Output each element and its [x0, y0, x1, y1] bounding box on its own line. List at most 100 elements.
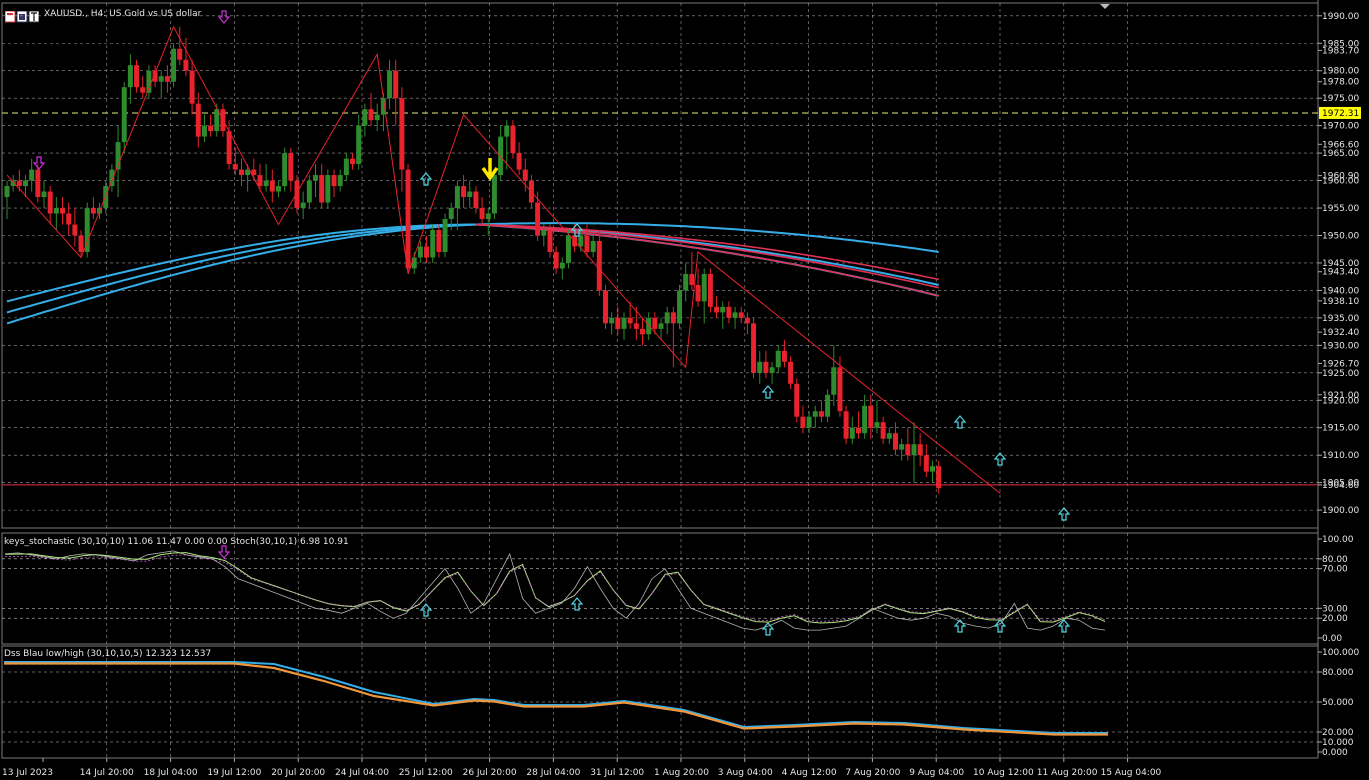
candle-bear — [633, 323, 639, 329]
moving-average-blue — [6, 223, 939, 314]
candle-bull — [313, 175, 318, 181]
stoch-axis-label: 20.00 — [1322, 614, 1348, 624]
candle-bear — [510, 125, 516, 154]
candle-bull — [874, 422, 880, 428]
candle-bull — [454, 186, 460, 209]
moving-average-blue — [6, 222, 939, 325]
dss-axis-label: 0.000 — [1322, 748, 1348, 758]
candle-bear — [751, 323, 757, 373]
price-label: 1965.00 — [1322, 149, 1359, 159]
price-label: 1915.00 — [1322, 424, 1359, 434]
candle-bear — [66, 213, 72, 225]
candle-bull — [343, 158, 349, 176]
candle-bear — [640, 328, 646, 335]
candle-bear — [294, 180, 300, 209]
price-label: 1935.00 — [1322, 314, 1359, 324]
candle-bull — [504, 125, 510, 137]
candle-bear — [35, 169, 41, 198]
time-label: 9 Aug 04:00 — [909, 768, 964, 778]
candle-bear — [602, 290, 608, 324]
candle-bear — [923, 455, 929, 472]
candle-bear — [189, 70, 195, 104]
candle-bear — [479, 208, 485, 220]
candle-bear — [707, 273, 713, 307]
time-label: 26 Jul 20:00 — [463, 768, 517, 778]
price-label: 1960.90 — [1322, 172, 1359, 182]
arrow-down-icon — [217, 545, 231, 559]
price-label: 1930.00 — [1322, 341, 1359, 351]
price-label: 1955.00 — [1322, 204, 1359, 214]
candle-bear — [288, 153, 294, 181]
candle-bull — [158, 76, 164, 82]
stochastic-slow-line — [4, 554, 1106, 622]
candle-bear — [868, 405, 874, 428]
candle-bull — [886, 433, 892, 439]
moving-average-red — [475, 223, 939, 297]
arrow-up-icon — [761, 385, 775, 399]
price-label: 1966.60 — [1322, 140, 1359, 150]
dss-axis-label: 80.000 — [1322, 668, 1354, 678]
candle-bull — [380, 98, 386, 115]
candle-bear — [350, 158, 356, 165]
price-label: 1950.00 — [1322, 231, 1359, 241]
candle-bull — [732, 312, 738, 318]
price-label: 1983.70 — [1322, 46, 1359, 56]
dss-title: Dss Blau low/high (30,10,10,5) 12.323 12… — [4, 649, 212, 659]
price-label: 1910.00 — [1322, 451, 1359, 461]
candle-bull — [701, 273, 707, 302]
candle-bear — [232, 164, 238, 170]
candle-bull — [677, 290, 683, 324]
chart-shift-marker — [1100, 4, 1110, 9]
arrow-up-icon — [993, 452, 1007, 466]
arrow-up-icon — [1057, 507, 1071, 521]
stoch-axis-label: 80.00 — [1322, 555, 1348, 565]
candle-bull — [911, 444, 917, 456]
candle-bull — [831, 367, 837, 395]
current-price-badge — [1319, 106, 1361, 119]
price-label: 1932.40 — [1322, 328, 1359, 338]
candle-bull — [109, 169, 115, 187]
arrow-up-icon — [953, 619, 967, 633]
candle-bull — [374, 114, 380, 121]
candle-bear — [670, 312, 676, 324]
time-label: 19 Jul 12:00 — [207, 768, 261, 778]
candle-bear — [892, 433, 898, 450]
price-label: 1985.00 — [1322, 39, 1359, 49]
time-label: 11 Aug 20:00 — [1037, 768, 1098, 778]
price-label: 1975.00 — [1322, 94, 1359, 104]
candle-bear — [781, 350, 787, 362]
candle-bull — [491, 175, 497, 214]
candle-bull — [121, 87, 127, 143]
candle-bear — [547, 229, 553, 252]
candle-bear — [627, 317, 633, 324]
candle-bull — [387, 70, 393, 99]
candle-bull — [683, 273, 689, 291]
candle-bull — [646, 317, 652, 335]
candle-bull — [41, 191, 47, 198]
candle-bull — [757, 361, 763, 373]
stoch-axis-label: 0.00 — [1322, 634, 1342, 644]
candle-bear — [936, 466, 942, 489]
candle-bull — [29, 169, 35, 181]
candle-bear — [183, 59, 189, 71]
candle-bull — [621, 317, 627, 329]
dss-axis-label: 100.000 — [1322, 648, 1359, 658]
candle-bull — [275, 186, 281, 192]
main-pane-border — [1, 2, 1319, 529]
stoch-axis-label: 70.00 — [1322, 565, 1348, 575]
candle-bear — [615, 317, 621, 329]
candle-bull — [356, 125, 362, 165]
candle-bull — [565, 235, 571, 263]
candle-bull — [849, 427, 855, 439]
price-label: 1904.60 — [1322, 481, 1359, 491]
candle-bull — [559, 262, 565, 269]
candle-bear — [695, 284, 701, 302]
candle-bear — [257, 175, 263, 187]
dss-axis-label: 20.000 — [1322, 728, 1354, 738]
candle-bear — [818, 411, 824, 417]
time-label: 14 Jul 20:00 — [80, 768, 134, 778]
candle-bear — [516, 153, 522, 170]
candle-bull — [541, 229, 547, 236]
candle-bear — [152, 70, 158, 82]
